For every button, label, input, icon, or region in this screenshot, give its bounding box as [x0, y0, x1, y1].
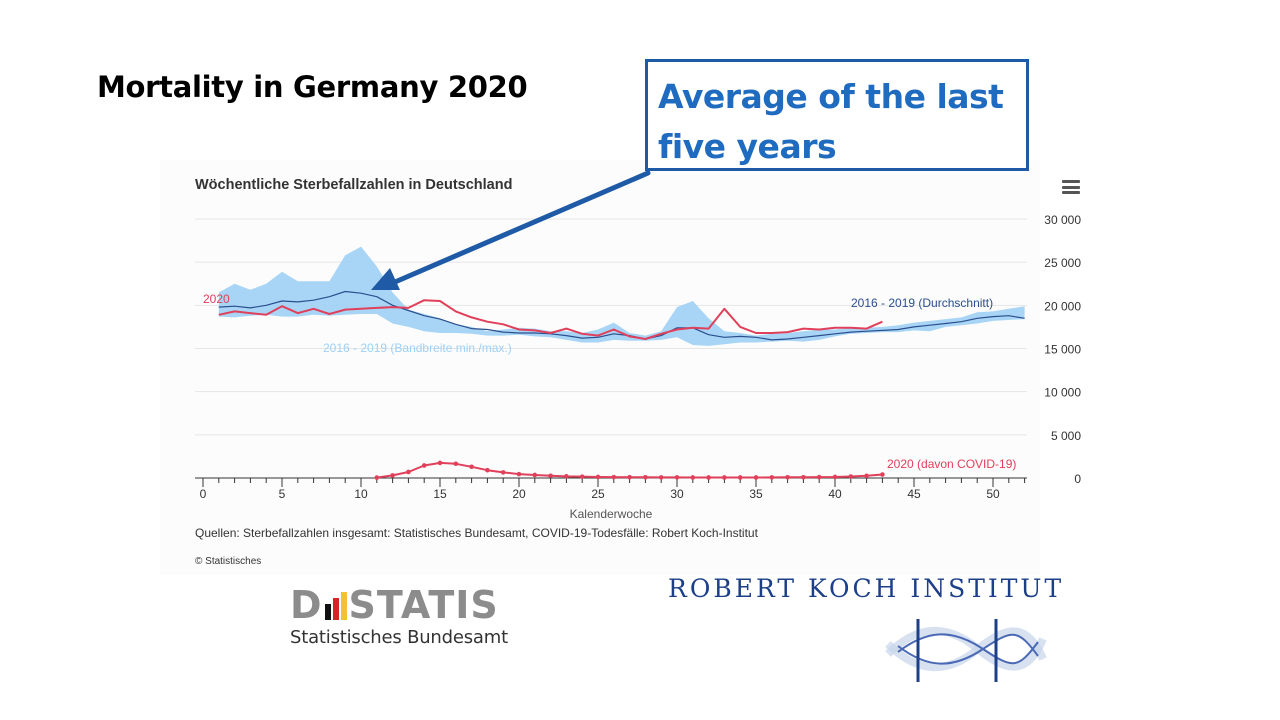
- x-tick-label: 50: [986, 487, 1000, 501]
- x-tick-label: 25: [591, 487, 605, 501]
- label-band: 2016 - 2019 (Bandbreite min./max.): [323, 341, 512, 355]
- covid-data-point: [816, 474, 822, 480]
- label-2020: 2020: [203, 292, 230, 306]
- destatis-letters-statis: STATIS: [348, 583, 499, 627]
- y-tick-label: 20 000: [1044, 299, 1081, 313]
- covid-data-point: [627, 474, 632, 480]
- covid-data-point: [595, 474, 601, 480]
- copyright-note: © Statistisches: [195, 556, 261, 567]
- label-covid: 2020 (davon COVID-19): [887, 457, 1016, 471]
- covid-data-point: [611, 474, 617, 480]
- destatis-logo: D STATIS Statistisches Bundesamt: [290, 585, 508, 648]
- rki-wordmark: ROBERT KOCH INSTITUT: [668, 574, 1065, 603]
- covid-data-point: [832, 474, 838, 480]
- chart-panel: [160, 160, 1040, 575]
- covid-data-point: [801, 475, 806, 480]
- covid-data-point: [421, 463, 427, 468]
- x-tick-label: 10: [354, 487, 368, 501]
- y-tick-label: 0: [1074, 472, 1081, 486]
- label-average: 2016 - 2019 (Durchschnitt): [851, 296, 993, 310]
- covid-data-point: [706, 475, 711, 480]
- covid-data-point: [643, 475, 648, 480]
- covid-data-point: [579, 474, 585, 479]
- y-tick-label: 25 000: [1044, 256, 1081, 270]
- covid-data-point: [674, 475, 680, 480]
- covid-data-point: [437, 460, 443, 466]
- x-tick-label: 40: [828, 487, 842, 501]
- band-area-2016-2019: [218, 246, 1025, 346]
- chart-title: Wöchentliche Sterbefallzahlen in Deutsch…: [195, 177, 512, 193]
- line-2020: [218, 299, 883, 340]
- rki-logo: ROBERT KOCH INSTITUT: [668, 574, 1065, 682]
- source-note: Quellen: Sterbefallzahlen insgesamt: Sta…: [195, 526, 759, 540]
- covid-data-point: [769, 475, 775, 480]
- destatis-subtitle: Statistisches Bundesamt: [290, 627, 508, 648]
- y-tick-label: 15 000: [1044, 343, 1081, 357]
- y-tick-label: 30 000: [1044, 213, 1081, 227]
- x-tick-label: 15: [433, 487, 447, 501]
- covid-data-point: [785, 475, 790, 480]
- destatis-bars-icon: [324, 592, 347, 620]
- rki-helix-icon: [885, 619, 1047, 682]
- covid-data-point: [469, 464, 474, 470]
- covid-data-point: [737, 475, 743, 480]
- covid-data-point: [658, 475, 664, 480]
- covid-data-point: [880, 472, 885, 477]
- covid-data-point: [406, 469, 411, 475]
- covid-data-point: [690, 475, 696, 480]
- slide-title: Mortality in Germany 2020: [97, 70, 528, 104]
- y-tick-label: 10 000: [1044, 386, 1081, 400]
- x-tick-label: 45: [907, 487, 921, 501]
- covid-data-point: [453, 461, 459, 467]
- covid-data-point: [753, 475, 759, 480]
- x-tick-label: 30: [670, 487, 684, 501]
- covid-data-point: [485, 467, 490, 473]
- covid-data-point: [390, 473, 395, 478]
- x-tick-label: 20: [512, 487, 526, 501]
- covid-data-point: [500, 470, 506, 475]
- x-axis-label: Kalenderwoche: [570, 507, 653, 521]
- covid-data-point: [516, 471, 522, 477]
- x-tick-label: 0: [200, 487, 207, 501]
- covid-data-point: [374, 475, 380, 480]
- callout-arrow-shaft: [392, 170, 651, 285]
- y-tick-label: 5 000: [1051, 429, 1081, 443]
- destatis-letter-d: D: [290, 583, 323, 627]
- covid-data-point: [848, 474, 854, 479]
- average-line-2016-2019: [218, 290, 1025, 341]
- x-tick-label: 5: [279, 487, 286, 501]
- covid-data-point: [564, 474, 569, 479]
- callout-box: Average of the last five years: [645, 59, 1029, 171]
- covid-data-point: [532, 472, 538, 478]
- x-tick-label: 35: [749, 487, 763, 501]
- covid-data-point: [548, 473, 553, 479]
- chart-menu-icon[interactable]: [1062, 180, 1080, 194]
- callout-arrow-head: [371, 268, 400, 290]
- covid-data-point: [864, 473, 869, 479]
- covid-data-point: [722, 475, 727, 480]
